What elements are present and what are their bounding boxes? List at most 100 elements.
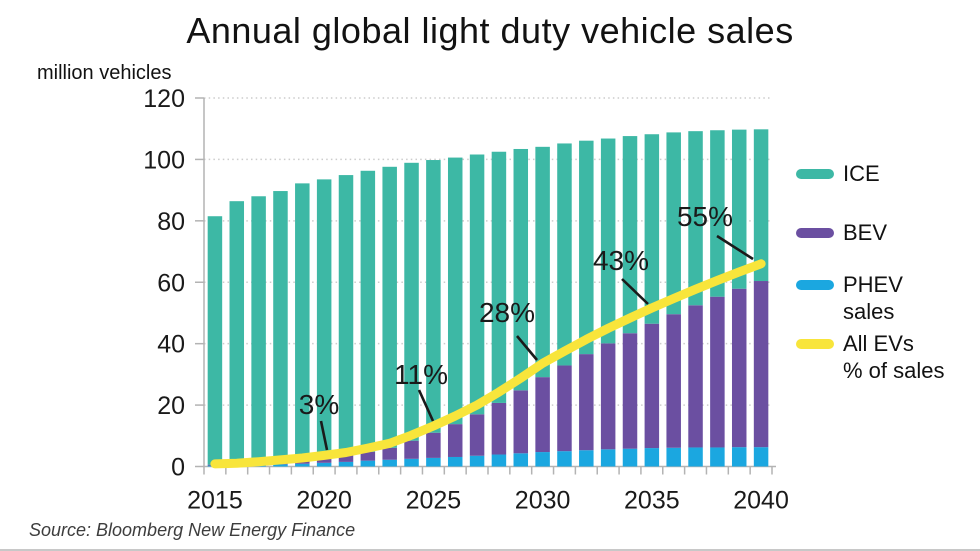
bar-segment-ice-2029 [513, 148, 529, 391]
bar-segment-phev-2034 [622, 448, 638, 467]
bar-segment-bev-2026 [447, 424, 463, 457]
bar-segment-bev-2020 [316, 457, 332, 463]
bar-segment-phev-2035 [644, 448, 660, 467]
bar-segment-ice-2022 [360, 170, 376, 452]
bar-segment-ice-2017 [251, 196, 266, 464]
bar-segment-ice-2038 [710, 130, 725, 297]
legend-label: ICE [843, 161, 880, 186]
source-caption: Source: Bloomberg New Energy Finance [29, 520, 356, 540]
y-axis-label-80: 80 [157, 208, 185, 236]
legend-item-all-evs: All EVs % of sales [796, 330, 945, 384]
bar-segment-phev-2025 [426, 457, 441, 467]
y-axis-unit-label: million vehicles [37, 62, 172, 84]
y-axis-label-0: 0 [171, 454, 185, 482]
ice-color-swatch [796, 169, 834, 179]
bar-segment-ice-2037 [688, 131, 703, 306]
ev-share-line [210, 259, 766, 469]
bar-segment-phev-2029 [513, 453, 529, 467]
bar-segment-ice-2040 [753, 129, 769, 282]
bar-segment-ice-2020 [316, 179, 332, 458]
annotation-label-2025: 11% [394, 359, 448, 390]
bar-segment-ice-2030 [535, 146, 550, 378]
bev-color-swatch [796, 228, 834, 238]
bar-segment-bev-2029 [513, 390, 529, 454]
x-axis-label-2025: 2025 [406, 487, 462, 515]
annotation-leader-2020 [319, 420, 329, 451]
bar-segment-ice-2034 [622, 136, 638, 334]
phev-color-swatch [796, 280, 834, 290]
bar-segment-phev-2033 [600, 449, 616, 467]
bar-segment-phev-2021 [338, 461, 354, 467]
y-axis-label-20: 20 [157, 392, 185, 420]
bar-segment-bev-2035 [644, 323, 660, 449]
bar-segment-bev-2032 [579, 354, 594, 451]
bar-segment-ice-2035 [644, 134, 660, 324]
y-axis-label-120: 120 [143, 85, 185, 113]
bar-segment-bev-2034 [622, 333, 638, 449]
bar-segment-ice-2031 [557, 143, 572, 366]
bar-segment-bev-2039 [731, 288, 747, 448]
bar-segment-ice-2016 [229, 201, 245, 465]
y-axis-label-60: 60 [157, 269, 185, 297]
bar-segment-phev-2027 [469, 455, 485, 467]
bar-segment-phev-2038 [710, 447, 725, 467]
bar-segment-bev-2033 [600, 343, 616, 450]
bar-segment-bev-2037 [688, 305, 703, 448]
bar-segment-phev-2040 [753, 447, 769, 467]
annotation-leader-2035 [621, 278, 649, 305]
bar-segment-ice-2019 [295, 183, 310, 461]
bar-segment-phev-2039 [731, 447, 747, 467]
bar-segment-phev-2019 [295, 463, 310, 467]
bar-segment-bev-2028 [491, 402, 507, 455]
legend-label: BEV [843, 220, 888, 245]
legend-item-bev: BEV [796, 219, 887, 246]
bar-segment-ice-2026 [447, 157, 463, 425]
annotation-label-2030: 28% [479, 297, 535, 328]
bar-segment-ice-2028 [491, 151, 507, 403]
legend-item-phev: PHEV sales [796, 271, 903, 325]
bar-segment-bev-2036 [666, 314, 681, 448]
bar-segment-ice-2032 [579, 140, 594, 355]
bar-segment-bev-2025 [426, 432, 441, 458]
bar-segment-phev-2028 [491, 454, 507, 467]
bar-segment-bev-2022 [360, 451, 376, 461]
bar-segment-bev-2027 [469, 414, 485, 456]
bar-segment-ice-2023 [382, 166, 397, 448]
bar-segment-bev-2024 [404, 440, 419, 459]
bar-segment-bev-2021 [338, 455, 354, 462]
bar-segment-phev-2037 [688, 447, 703, 467]
annotation-label-2020: 3% [299, 389, 339, 420]
bar-segment-bev-2030 [535, 377, 550, 453]
bar-segment-ice-2015 [207, 216, 223, 465]
bar-segment-phev-2030 [535, 452, 550, 467]
bar-segment-bev-2031 [557, 365, 572, 452]
bar-segment-ice-2027 [469, 154, 485, 415]
bar-segment-bev-2040 [753, 281, 769, 448]
y-axis-label-40: 40 [157, 331, 185, 359]
bar-segment-ice-2018 [273, 191, 288, 462]
legend-label: PHEV sales [843, 272, 903, 324]
x-axis-label-2030: 2030 [515, 487, 571, 515]
legend-item-ice: ICE [796, 160, 880, 187]
bar-segment-bev-2023 [382, 447, 397, 460]
bar-segment-ice-2039 [731, 129, 747, 289]
bar-segment-phev-2022 [360, 460, 376, 467]
page-title: Annual global light duty vehicle sales [186, 10, 794, 51]
bar-segment-ice-2033 [600, 138, 616, 344]
bar-segment-ice-2024 [404, 162, 419, 441]
x-axis-label-2020: 2020 [296, 487, 352, 515]
bar-segment-phev-2018 [273, 464, 288, 467]
legend-label: All EVs % of sales [843, 331, 945, 383]
bar-segment-phev-2026 [447, 456, 463, 467]
annotation-leader-2025 [417, 389, 435, 422]
bar-segment-ice-2021 [338, 175, 354, 456]
y-axis-label-100: 100 [143, 146, 185, 174]
bar-segment-phev-2032 [579, 450, 594, 467]
annotation-leader-2030 [516, 335, 538, 361]
bar-segment-phev-2020 [316, 462, 332, 467]
bar-segment-phev-2031 [557, 451, 572, 467]
bar-segment-ice-2025 [426, 160, 441, 433]
x-axis-label-2035: 2035 [624, 487, 680, 515]
